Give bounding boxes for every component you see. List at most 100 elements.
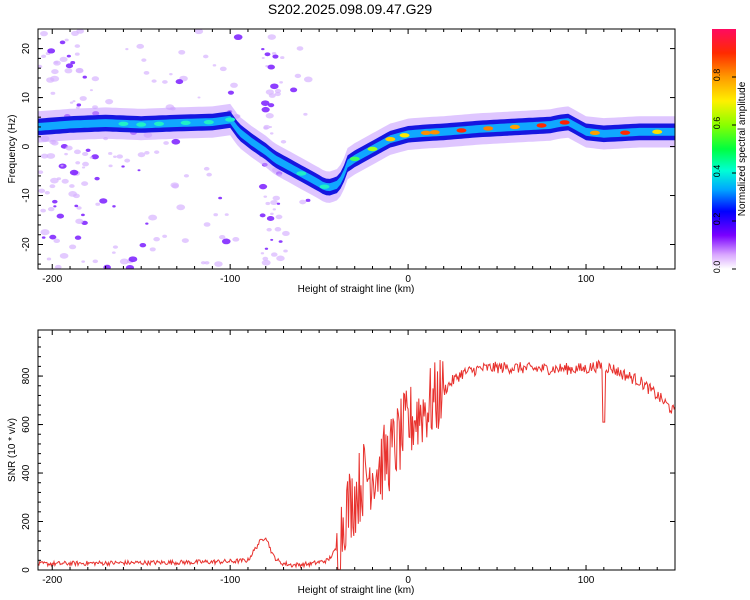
spectrogram-noise-blob (280, 139, 287, 144)
spectrogram-noise-blob (121, 165, 125, 168)
spectrogram-hotspot (589, 130, 600, 136)
spectrogram-hotspot (203, 119, 214, 125)
spectrogram-noise-blob (265, 113, 274, 119)
snr-x-tick-label: 0 (405, 575, 411, 586)
spectrogram-noise-blob (259, 213, 266, 218)
spectrogram-hotspot (153, 121, 164, 126)
spectrogram-noise-blob (49, 234, 57, 240)
spectrogram-noise-blob (263, 195, 268, 198)
spectrogram-noise-blob (92, 259, 99, 264)
spectrogram-noise-blob (290, 87, 298, 93)
spectrogram-noise-blob (99, 198, 108, 204)
spectrogram-noise-blob (75, 218, 84, 224)
spectrogram-noise-blob (46, 257, 52, 261)
spectrogram-noise-blob (169, 72, 173, 76)
snr-y-axis: 0 200 400 600 800 (21, 336, 675, 573)
spectrogram-hotspot (296, 171, 307, 176)
spectrogram-noise-blob (119, 258, 129, 265)
spectrogram-x-tick-label: -200 (42, 274, 62, 285)
colorbar-ticks: 0.0 0.2 0.4 0.6 0.8 (712, 69, 736, 274)
spectrogram-y-axis: 20 10 0 -10 -20 (21, 28, 675, 265)
spectrogram-noise-blob (197, 96, 201, 99)
spectrogram-noise-blob (54, 264, 62, 269)
spectrogram-noise-blob (303, 112, 308, 116)
spectrogram-noise-blob (56, 213, 65, 219)
spectrogram-noise-blob (91, 76, 100, 82)
spectrogram-noise-blob (139, 242, 147, 248)
spectrogram-noise-blob (261, 259, 271, 266)
spectrogram-noise-blob (141, 58, 147, 62)
spectrogram-noise-blob (38, 64, 43, 69)
spectrogram-noise-blob (218, 234, 226, 240)
spectrogram-noise-blob (265, 201, 271, 206)
spectrogram-noise-blob (171, 138, 181, 145)
spectrogram-noise-blob (283, 249, 288, 253)
spectrogram-noise-blob (112, 205, 116, 208)
spectrogram-noise-blob (85, 148, 91, 152)
spectrogram-noise-blob (125, 48, 129, 51)
spectrogram-noise-blob (75, 68, 84, 74)
spectrogram-noise-blob (270, 212, 274, 216)
spectrogram-noise-blob (296, 46, 304, 51)
spectrogram-noise-blob (60, 164, 64, 167)
spectrogram-hotspot (118, 121, 129, 126)
spectrogram-noise-blob (69, 244, 77, 250)
spectrogram-hotspot (399, 133, 410, 138)
spectrogram-y-tick-label: -20 (21, 237, 32, 252)
spectrogram-hotspot (385, 137, 396, 142)
spectrogram-noise-blob (50, 75, 60, 82)
spectrogram-noise-blob (56, 177, 62, 181)
spectrogram-noise-blob (299, 199, 307, 205)
spectrogram-hotspot (536, 123, 547, 128)
spectrogram-hotspot (509, 124, 520, 130)
spectrogram-noise-blob (108, 164, 113, 168)
spectrogram-noise-blob (218, 196, 223, 200)
spectrogram-y-tick-label: 10 (21, 92, 32, 104)
spectrogram-noise-blob (68, 191, 78, 197)
figure-title: S202.2025.098.09.47.G29 (268, 1, 432, 17)
spectrogram-noise-blob (204, 261, 210, 265)
spectrogram-hotspot (652, 129, 663, 135)
spectrogram-noise-blob (266, 216, 275, 221)
spectrogram-noise-blob (137, 152, 146, 158)
spectrogram-hotspot (483, 126, 494, 131)
spectrogram-noise-blob (265, 89, 274, 95)
colorbar-tick-label: 0.2 (712, 213, 722, 226)
spectrogram-noise-blob (303, 76, 313, 83)
spectrogram-noise-blob (128, 256, 138, 263)
spectrogram-noise-blob (44, 190, 50, 195)
spectrogram-noise-blob (270, 83, 279, 90)
spectrogram-y-tick-label: 20 (21, 43, 32, 55)
spectrogram-noise-blob (40, 153, 49, 159)
spectrogram-noise-blob (282, 230, 290, 237)
snr-y-tick-label: 400 (21, 464, 32, 481)
spectrogram-x-label: Height of straight line (km) (298, 284, 415, 295)
spectrogram-noise-blob (276, 202, 281, 205)
spectrogram-noise-blob (69, 169, 79, 176)
spectrogram-hotspot (136, 122, 147, 127)
snr-x-label: Height of straight line (km) (298, 585, 415, 596)
spectrogram-noise-blob (81, 213, 85, 217)
spectrogram-noise-blob (305, 198, 311, 202)
spectrogram-noise-blob (260, 252, 265, 255)
spectrogram-noise-blob (269, 132, 274, 135)
spectrogram-noise-blob (183, 174, 189, 178)
spectrogram-noise-blob (95, 202, 101, 206)
colorbar-gradient (712, 29, 736, 269)
spectrogram-noise-blob (162, 80, 168, 84)
spectrogram-noise-blob (261, 47, 265, 51)
spectrogram-noise-blob (272, 208, 276, 211)
spectrogram-x-tick-label: 100 (578, 274, 595, 285)
spectrogram-noise-blob (137, 169, 141, 172)
spectrogram-y-tick-label: -10 (21, 188, 32, 203)
spectrogram-noise-blob (278, 240, 283, 243)
colorbar-tick-label: 0.0 (712, 261, 722, 274)
spectrogram-noise-blob (271, 252, 278, 257)
spectrogram-noise-blob (89, 89, 93, 92)
spectrogram-noise-blob (49, 184, 56, 189)
spectrogram-y-tick-label: 0 (21, 143, 32, 149)
spectrogram-noise-blob (69, 184, 75, 188)
spectrogram-noise-blob (40, 208, 46, 213)
spectrogram-noise-blob (232, 237, 240, 242)
spectrogram-noise-blob (66, 54, 71, 58)
